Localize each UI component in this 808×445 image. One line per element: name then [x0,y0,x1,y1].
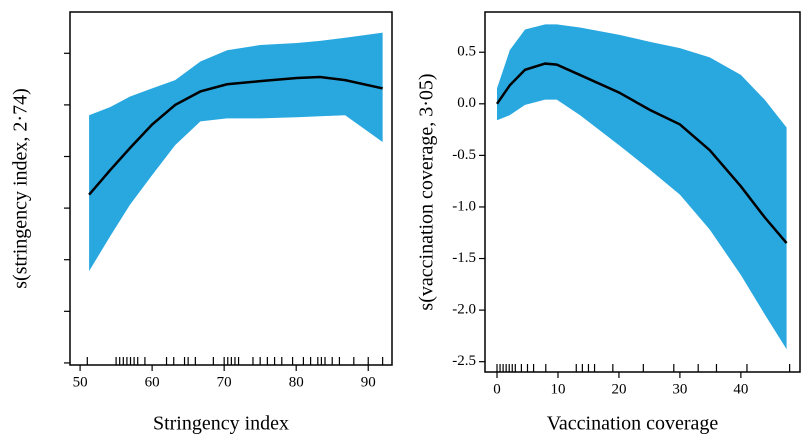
y-tick-label: -2.0 [452,302,476,318]
x-tick-label: 40 [733,381,748,397]
plot-frame [484,11,801,373]
confidence-band [89,32,383,272]
x-tick-label: 10 [550,381,565,397]
x-axis-label: Vaccination coverage [547,413,719,435]
x-axis-label: Stringency index [153,413,289,435]
x-tick-label: 50 [73,374,88,390]
y-tick-label: 0.0 [457,95,476,111]
x-tick-label: 0 [493,381,501,397]
smooth-line [88,75,383,196]
smooth-line [495,62,788,244]
confidence-band [497,24,787,350]
x-tick-label: 80 [289,374,304,390]
y-axis-label: s(vaccination coverage, 3·05) [416,73,438,310]
y-tick-label: -0.5 [452,147,476,163]
x-tick-label: 60 [145,374,160,390]
x-tick-label: 90 [361,374,376,390]
y-tick-label: -2.5 [452,353,476,369]
x-tick-label: 30 [672,381,687,397]
x-tick-label: 70 [217,374,232,390]
y-axis-label: s(stringency index, 2·74) [10,88,32,289]
y-tick-label: -1.0 [452,198,476,214]
y-tick-label: 0.5 [457,44,476,60]
x-tick-label: 20 [611,381,626,397]
y-tick-label: -1.5 [452,250,476,266]
